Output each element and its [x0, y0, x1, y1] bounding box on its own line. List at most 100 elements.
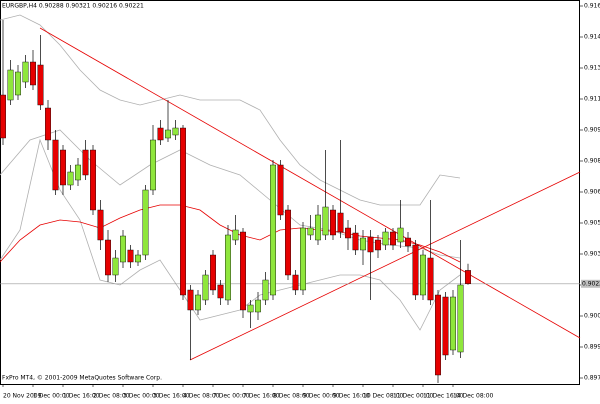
- y-tick-label: 0.90060: [584, 313, 600, 320]
- candle-body: [465, 270, 472, 284]
- candle-body: [217, 284, 224, 299]
- x-tick-label: 1 Dec 16:00: [63, 393, 100, 400]
- y-tick-label: 0.89905: [584, 344, 600, 351]
- candle-body: [45, 107, 52, 141]
- indicators: [0, 14, 581, 361]
- candle-body: [89, 149, 96, 211]
- x-tick-label: 11 Dec 00:00: [393, 393, 434, 400]
- x-tick-label: 10 Dec 08:00: [363, 393, 404, 400]
- candle-body: [60, 149, 67, 186]
- candle-body: [262, 279, 269, 301]
- trend-line: [189, 171, 581, 361]
- plot-frame: [0, 0, 580, 385]
- y-tick-label: 0.91455: [584, 34, 600, 41]
- candle-body: [450, 296, 457, 351]
- candle-body: [239, 231, 246, 311]
- candle-body: [112, 257, 119, 276]
- candle-body: [97, 209, 104, 241]
- candle-body: [134, 254, 141, 263]
- candle-body: [104, 239, 111, 276]
- candle-body: [179, 127, 186, 296]
- candle-body: [187, 289, 194, 311]
- x-tick-label: 4 Dec 08:00: [183, 393, 220, 400]
- bollinger-lower: [0, 138, 461, 331]
- candle-body: [405, 237, 412, 247]
- candle-body: [367, 236, 374, 253]
- candle-body: [352, 232, 359, 251]
- candle-body: [119, 235, 126, 263]
- candle-body: [435, 294, 442, 376]
- candle-body: [194, 294, 201, 311]
- candle-body: [390, 231, 397, 246]
- candle-body: [254, 299, 261, 313]
- candle-body: [420, 254, 427, 296]
- bollinger-upper: [0, 14, 461, 206]
- candle-body: [164, 129, 171, 139]
- candle-body: [74, 164, 81, 181]
- footer: FxPro MT4, © 2001-2009 MetaQuotes Softwa…: [2, 375, 162, 382]
- candle-body: [337, 212, 344, 233]
- candle-body: [397, 227, 404, 243]
- candle-body: [232, 229, 239, 241]
- candle-body: [149, 139, 156, 191]
- candle-body: [412, 244, 419, 296]
- candle-body: [307, 227, 314, 236]
- x-tick-label: 1 Dec 00:00: [33, 393, 70, 400]
- candle-body: [52, 139, 59, 191]
- trend-line: [39, 27, 581, 339]
- x-tick-label: 2 Dec 08:00: [93, 393, 130, 400]
- y-tick-label: 0.90370: [584, 251, 600, 258]
- candle-body: [142, 189, 149, 256]
- candle-body: [157, 127, 164, 141]
- x-tick-label: 3 Dec 16:00: [153, 393, 190, 400]
- candle-body: [315, 214, 322, 241]
- candle-body: [285, 209, 292, 276]
- x-tick-label: 8 Dec 08:00: [273, 393, 310, 400]
- y-tick-label: 0.89750: [584, 375, 600, 382]
- y-tick-label: 0.91300: [584, 65, 600, 72]
- candle-body: [322, 206, 329, 236]
- current-price-label: 0.90221: [582, 280, 600, 287]
- candle-body: [292, 274, 299, 291]
- candle-body: [277, 164, 284, 216]
- x-tick-label: 7 Dec 16:00: [243, 393, 280, 400]
- x-tick-label: 14 Dec 08:00: [453, 393, 494, 400]
- candle-body: [330, 209, 337, 236]
- chart-title: EURGBP,H4 0.90288 0.90321 0.90216 0.9022…: [2, 3, 144, 10]
- candle-body: [375, 239, 382, 251]
- candle-body: [127, 249, 134, 263]
- candle-body: [442, 296, 449, 356]
- candle-body: [14, 71, 21, 96]
- x-tick-label: 9 Dec 16:00: [333, 393, 370, 400]
- candle-body: [382, 231, 389, 246]
- candle-body: [360, 237, 367, 251]
- x-tick-label: 11 Dec 16:00: [423, 393, 464, 400]
- y-tick-label: 0.90835: [584, 158, 600, 165]
- candle-body: [202, 274, 209, 301]
- x-tick-label: 7 Dec 00:00: [213, 393, 250, 400]
- candle-body: [67, 171, 74, 186]
- candle-body: [270, 164, 277, 296]
- y-tick-label: 0.90990: [584, 127, 600, 134]
- x-tick-label: 20 Nov 2009: [3, 393, 42, 400]
- candle-body: [224, 234, 231, 301]
- bollinger-middle: [0, 129, 461, 259]
- x-tick-label: 9 Dec 00:00: [303, 393, 340, 400]
- candle-body: [172, 127, 179, 136]
- y-tick-label: 0.90680: [584, 189, 600, 196]
- candle-body: [22, 61, 29, 83]
- current-price-box: [581, 279, 600, 288]
- candle-body: [300, 227, 307, 291]
- candle-body: [457, 284, 464, 353]
- candle-body: [427, 257, 434, 301]
- y-tick-label: 0.91610: [584, 3, 600, 10]
- candle-body: [7, 69, 14, 101]
- candle-body: [0, 94, 6, 139]
- candle-body: [247, 304, 254, 313]
- candle-body: [30, 61, 37, 86]
- x-tick-label: 3 Dec 00:00: [123, 393, 160, 400]
- candle-body: [209, 254, 216, 291]
- y-tick-label: 0.90525: [584, 220, 600, 227]
- candle-body: [345, 227, 352, 239]
